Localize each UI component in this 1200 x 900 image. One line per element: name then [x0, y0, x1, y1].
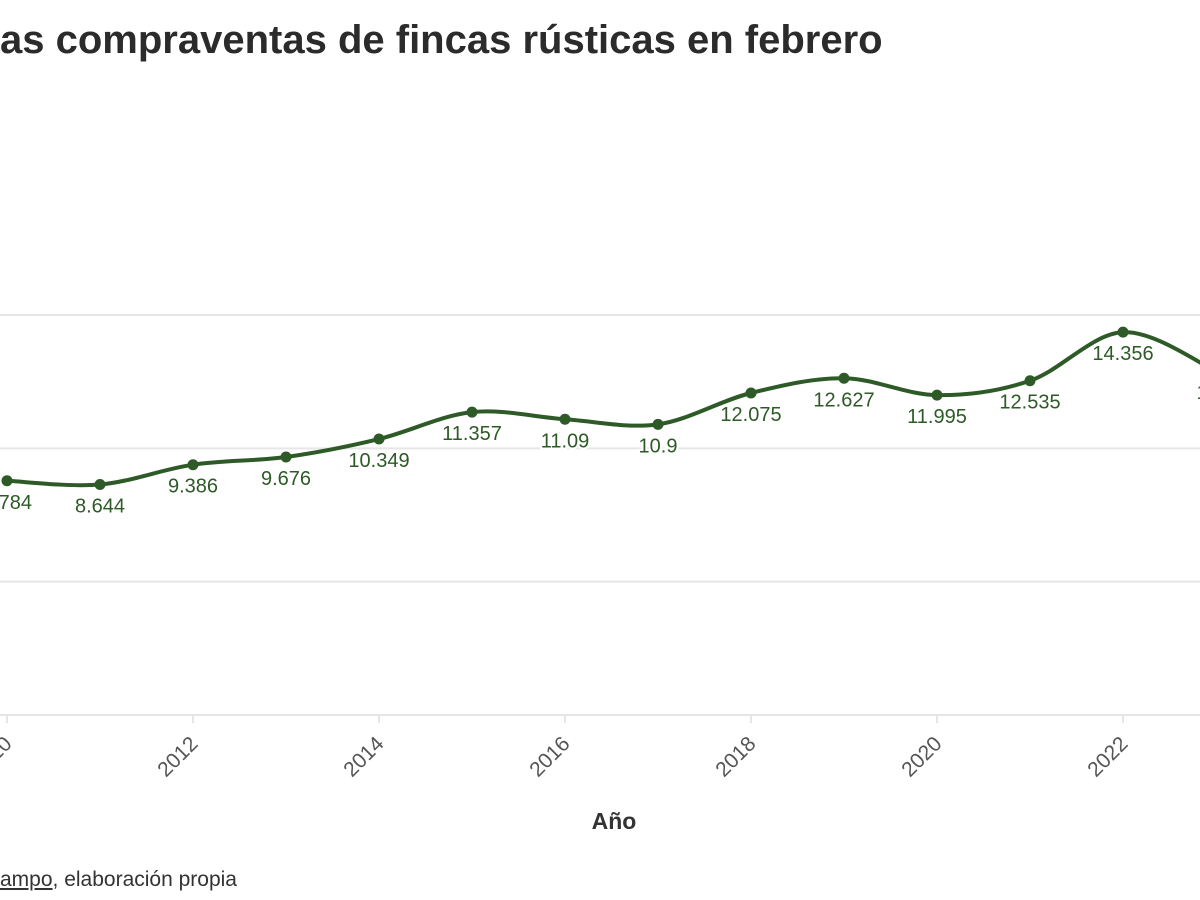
x-tick-label: 2016: [525, 732, 574, 781]
data-label: 11.995: [907, 406, 967, 428]
x-tick-label: 2018: [711, 732, 760, 781]
x-tick-label: 2022: [1083, 732, 1132, 781]
data-point: [1117, 326, 1129, 338]
chart-title: as compraventas de fincas rústicas en fe…: [0, 18, 883, 62]
data-point: [280, 451, 292, 463]
data-label: 11.09: [541, 430, 590, 452]
data-point: [94, 478, 106, 490]
data-point: [373, 433, 385, 445]
data-point: [652, 418, 664, 430]
data-label: 12.535: [999, 392, 1060, 414]
data-label: 12.075: [720, 404, 781, 426]
data-point: [1, 475, 13, 487]
data-label: 11.357: [442, 423, 502, 445]
data-point: [559, 413, 571, 425]
data-point: [187, 459, 199, 471]
data-label: 8.784: [0, 492, 32, 514]
source-link[interactable]: ampo: [0, 868, 53, 891]
data-label: 12.627: [813, 389, 874, 411]
data-point: [838, 372, 850, 384]
data-label: 10.349: [348, 450, 409, 472]
data-point: [466, 406, 478, 418]
x-axis-label: Año: [592, 808, 637, 834]
grid-lines: [0, 314, 1200, 716]
data-label: 9.386: [168, 476, 218, 498]
x-tick-label: 2012: [153, 732, 202, 781]
source-text: , elaboración propia: [52, 868, 237, 891]
data-points: [1, 326, 1129, 490]
x-tick-label: 2014: [339, 732, 389, 782]
data-label: 12.9: [1197, 382, 1200, 404]
data-label: 8.644: [75, 495, 125, 517]
x-ticks: 2010 2012 2014 2016 2018 2020 2022: [0, 715, 1133, 782]
data-point: [745, 387, 757, 399]
x-tick-label: 2010: [0, 732, 17, 781]
data-label: 9.676: [261, 468, 311, 490]
data-point: [931, 389, 943, 401]
data-label: 10.9: [639, 435, 678, 457]
data-label: 14.356: [1092, 343, 1153, 365]
data-point: [1024, 375, 1036, 387]
x-tick-label: 2020: [897, 732, 946, 781]
data-labels: 8.784 8.644 9.386 9.676 10.349 11.357 11.09 10.…: [0, 341, 1200, 519]
source-note: ampo, elaboración propia: [0, 868, 237, 892]
